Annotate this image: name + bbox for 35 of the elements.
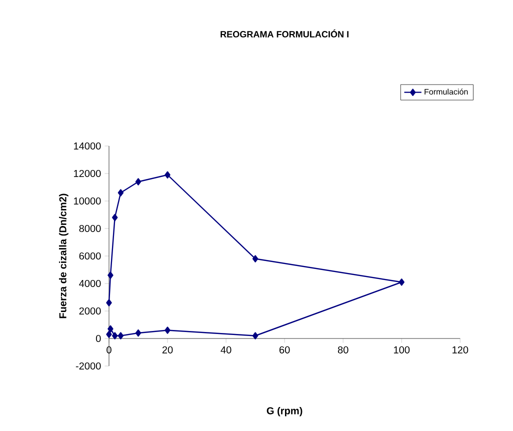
x-tick-label: 40 <box>220 346 232 354</box>
x-tick-label: 100 <box>394 346 410 354</box>
x-tick-label: 60 <box>279 346 290 354</box>
point <box>106 330 112 338</box>
point <box>108 272 114 279</box>
point <box>118 332 124 340</box>
x-tick-label: 0 <box>106 346 112 354</box>
y-axis-title: Fuerza de cizalla (Dn/cm2) <box>58 194 68 318</box>
chart-title: REOGRAMA FORMULACIÓN I <box>220 29 348 38</box>
legend-label: Formulación <box>424 88 468 95</box>
y-tick-label: 0 <box>96 334 101 342</box>
point <box>252 332 258 340</box>
y-tick-label: -2000 <box>76 362 101 370</box>
x-tick-label: 120 <box>452 346 468 354</box>
point <box>135 178 142 186</box>
point <box>164 171 170 178</box>
point <box>112 332 118 340</box>
y-tick-label: 2000 <box>79 307 101 315</box>
x-axis-title: G (rpm) <box>266 406 302 416</box>
y-tick-label: 12000 <box>74 170 101 178</box>
y-tick-label: 14000 <box>74 142 101 150</box>
y-tick-label: 6000 <box>79 252 101 260</box>
point <box>252 255 258 262</box>
point <box>106 299 112 306</box>
point <box>112 214 118 222</box>
point <box>135 329 142 337</box>
y-tick-label: 10000 <box>74 197 101 205</box>
point <box>108 325 114 332</box>
point <box>118 189 124 196</box>
y-tick-label: 8000 <box>79 224 101 232</box>
x-tick-label: 20 <box>162 346 173 354</box>
x-tick-label: 80 <box>338 346 348 354</box>
point <box>398 278 404 286</box>
point <box>164 326 170 334</box>
y-tick-label: 4000 <box>79 280 101 288</box>
